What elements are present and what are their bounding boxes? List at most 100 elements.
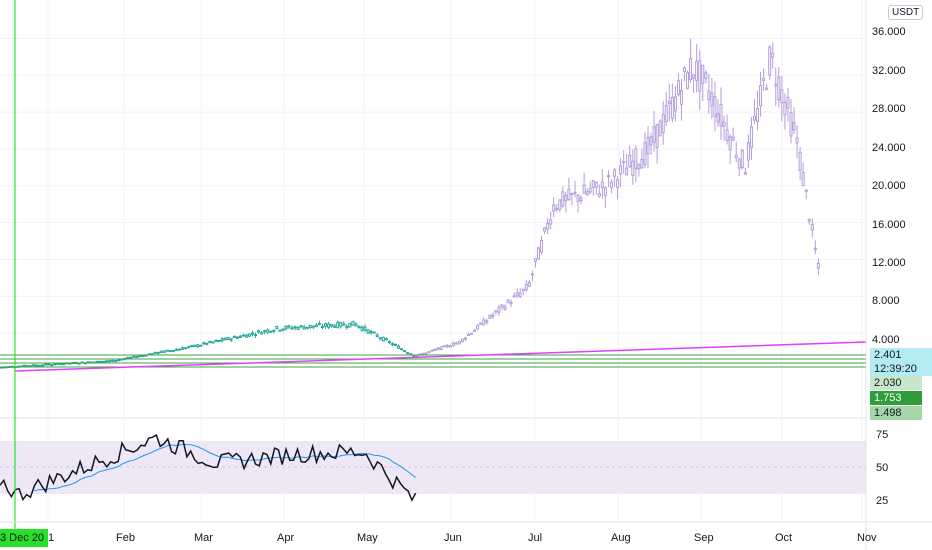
candle-body [780,89,784,104]
candle-body [354,323,358,327]
candle-body [330,324,334,327]
time-label: Mar [194,532,213,544]
candle-body [506,299,510,304]
candle-body [786,96,790,109]
candle-body [366,329,370,334]
candle-body [664,104,668,122]
candle-body [375,334,379,338]
candle-body [713,96,717,117]
current-price-badge: 2.401 12:39:20 [870,348,932,376]
candle-body [549,219,553,225]
candle-body [558,199,562,210]
candle-body [129,356,133,359]
candle-body [670,97,674,119]
candle-body [448,345,452,348]
candle-body [594,181,598,188]
candle-body [634,148,638,169]
candle-body [470,332,474,335]
candle-body [515,292,519,297]
candle-body [740,149,744,169]
time-label: Jun [444,532,462,544]
candle-body [795,137,799,144]
candle-body [95,360,99,363]
candle-body [603,187,607,197]
candle-body [743,171,747,175]
candle-body [683,67,687,73]
candle-body [573,191,577,194]
candle-body [357,325,361,328]
candle-body [284,325,288,330]
candle-body [609,181,613,188]
candle-body [643,142,647,166]
candle-body [494,310,498,313]
candle-body [257,330,261,333]
candle-body [181,347,185,350]
candle-body [500,304,504,308]
rsi-tick: 25 [876,495,888,507]
candle-body [50,364,54,367]
candle-body [460,338,464,342]
candle-body [220,338,224,342]
price-tick: 32.000 [872,65,906,77]
candle-body [390,343,394,346]
price-tick: 12.000 [872,257,906,269]
candle-body [247,333,251,337]
candle-body [126,356,130,359]
candle-body [807,219,811,223]
candle-body [451,342,455,346]
candle-body [485,320,489,324]
candle-body [695,60,699,81]
candle-body [217,340,221,343]
candle-body [710,92,714,107]
candle-body [263,330,267,333]
candle-body [351,320,355,326]
candle-body [363,326,367,331]
candle-body [527,281,531,287]
time-label: Oct [775,532,792,544]
candle-body [342,323,346,326]
crosshair-date-label: 3 Dec 20 [0,529,49,547]
candle-body [290,327,294,330]
candle-body [774,83,778,87]
candle-body [62,363,66,366]
currency-button[interactable]: USDT [888,5,924,20]
candle-body [533,258,537,262]
candle-body [801,171,805,187]
candle-body [59,363,63,366]
candle-body [272,329,276,332]
candle-body [749,126,753,148]
candle-body [53,363,57,366]
candle-body [503,306,507,310]
candle-body [585,191,589,195]
candle-body [202,342,206,345]
candle-body [625,167,629,176]
candle-body [579,197,583,202]
candle-body [238,335,242,338]
candle-body [439,346,443,350]
candle-body [174,348,178,351]
candle-body [168,350,172,353]
candle-body [524,284,528,291]
candle-body [317,323,321,326]
candle-body [488,314,492,319]
candle-body [719,103,723,127]
candle-body [47,363,51,366]
candle-body [722,121,726,127]
candle-body [673,96,677,112]
candle-body [771,52,775,58]
candle-body [269,330,273,333]
candle-body [360,326,364,331]
candle-body [616,179,620,188]
candle-body [686,72,690,89]
candle-body [540,239,544,253]
candle-body [141,354,145,357]
candle-body [159,350,163,354]
level-badge-2: 1.753 [870,391,922,405]
candle-body [260,332,264,335]
candle-body [649,136,653,146]
candle-body [619,165,623,175]
candle-body [457,340,461,344]
candle-body [381,336,385,342]
candle-body [591,180,595,188]
